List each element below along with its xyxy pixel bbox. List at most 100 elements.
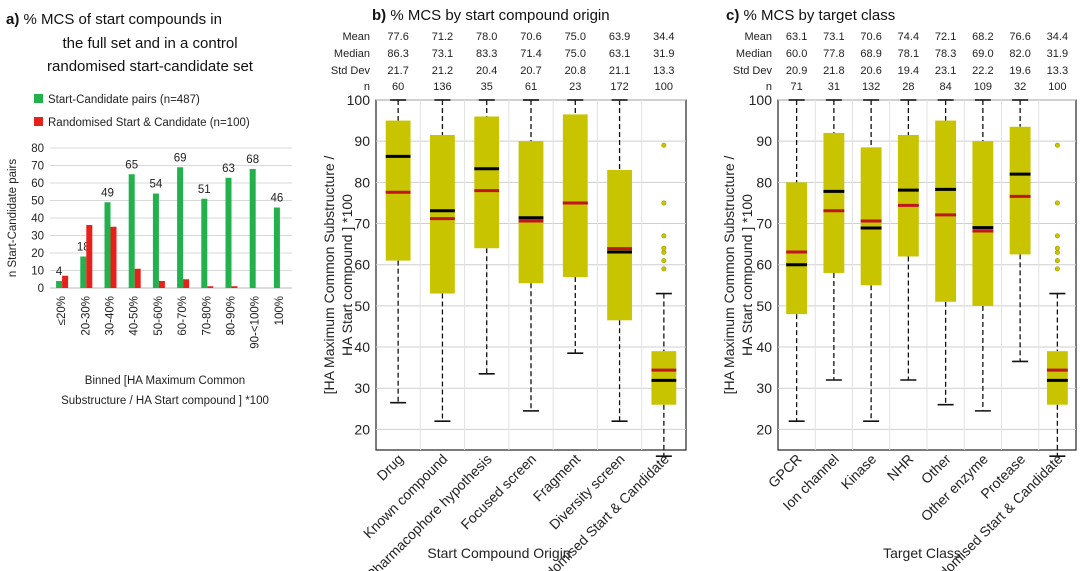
bar [134, 268, 141, 288]
outlier-point [1054, 249, 1060, 255]
box [786, 182, 808, 315]
stats-row-label: n [766, 81, 772, 93]
stats-value: 19.4 [898, 65, 919, 77]
stats-value: 82.0 [1009, 48, 1030, 60]
chart-title: b) % MCS by start compound origin [372, 7, 610, 24]
stats-value: 84 [940, 81, 952, 93]
box-chart-target-svg: c) % MCS by target class Mean 63.1 73.1 70.6… [721, 7, 1077, 571]
stats-value: 76.6 [1009, 31, 1030, 43]
data-label: 63 [222, 163, 235, 175]
x-tick-label: 40-50% [129, 296, 141, 336]
bar-chart-svg: a) % MCS of start compounds in the full s… [6, 11, 292, 407]
stats-value: 71.4 [520, 48, 541, 60]
y-tick-label: 100 [347, 92, 371, 108]
stats-value: 20.8 [565, 65, 586, 77]
data-label: 49 [101, 187, 114, 199]
stats-row-label: Std Dev [733, 65, 773, 77]
y-tick-label: 50 [31, 196, 44, 208]
stats-value: 31 [828, 81, 840, 93]
y-tick-label: 40 [354, 339, 370, 355]
bar [249, 169, 256, 288]
x-tick-label: 90-<100% [250, 296, 262, 349]
stats-value: 63.9 [609, 31, 630, 43]
stats-value: 22.2 [972, 65, 993, 77]
stats-value: 78.3 [935, 48, 956, 60]
data-label: 68 [246, 154, 259, 166]
chart-title-line: % MCS of start compounds in [24, 11, 222, 28]
panel-letter: c) [726, 7, 744, 24]
box [935, 120, 957, 302]
x-tick-label: Kinase [838, 451, 880, 493]
x-tick-label: 60-70% [177, 296, 189, 336]
stats-value: 63.1 [609, 48, 630, 60]
stats-value: 34.4 [653, 31, 674, 43]
y-tick-label: 80 [354, 174, 370, 190]
y-tick-label: 40 [31, 213, 44, 225]
stats-value: 74.4 [898, 31, 919, 43]
y-tick-label: 60 [31, 178, 44, 190]
stats-value: 75.0 [565, 31, 586, 43]
bar [152, 193, 159, 288]
stats-value: 68.2 [972, 31, 993, 43]
y-axis-label: [HA Maximum Common Substructure / [721, 155, 737, 394]
outlier-point [1054, 258, 1060, 264]
chart-title-text: % MCS by target class [744, 7, 896, 24]
box [972, 141, 994, 306]
stats-value: 13.3 [653, 65, 674, 77]
stats-row-label: Mean [744, 31, 772, 43]
x-tick-label: ≤20% [56, 296, 68, 325]
chart-title: a) % MCS of start compounds in [6, 11, 222, 28]
data-label: 46 [271, 193, 284, 205]
stats-value: 21.8 [823, 65, 844, 77]
stats-value: 71 [791, 81, 803, 93]
stats-value: 77.6 [387, 31, 408, 43]
outlier-point [661, 245, 667, 251]
y-tick-label: 100 [749, 92, 773, 108]
bar [231, 286, 238, 288]
chart-title-text: % MCS by start compound origin [390, 7, 609, 24]
panel-b-box-chart: b) % MCS by start compound origin Mean 77.… [300, 0, 690, 571]
y-tick-label: 80 [31, 143, 44, 155]
stats-value: 77.8 [823, 48, 844, 60]
stats-row-label: Median [334, 48, 370, 60]
y-tick-label: 50 [756, 298, 772, 314]
data-label: 65 [125, 159, 138, 171]
box [518, 141, 544, 284]
stats-value: 61 [525, 81, 537, 93]
y-tick-label: 50 [354, 298, 370, 314]
bar [56, 281, 63, 288]
box [823, 132, 845, 273]
stats-value: 20.6 [860, 65, 881, 77]
y-tick-label: 20 [31, 248, 44, 260]
box [1009, 126, 1031, 255]
stats-value: 19.6 [1009, 65, 1030, 77]
panel-letter: a) [6, 11, 24, 28]
stats-value: 28 [902, 81, 914, 93]
panel-c-box-chart: c) % MCS by target class Mean 63.1 73.1 70.6… [690, 0, 1080, 571]
stats-value: 70.6 [520, 31, 541, 43]
panel-letter: b) [372, 7, 390, 24]
stats-value: 31.9 [1047, 48, 1068, 60]
x-tick-label: 30-40% [105, 296, 117, 336]
stats-value: 75.0 [565, 48, 586, 60]
stats-value: 86.3 [387, 48, 408, 60]
bar [86, 225, 93, 288]
bar [110, 226, 117, 288]
outlier-point [1054, 200, 1060, 206]
panel-a-bar-chart: a) % MCS of start compounds in the full s… [0, 0, 300, 571]
y-tick-label: 30 [354, 380, 370, 396]
stats-value: 78.1 [898, 48, 919, 60]
outlier-point [1054, 233, 1060, 239]
x-tick-label: 80-90% [226, 296, 238, 336]
box [651, 351, 677, 405]
bar [80, 256, 87, 288]
stats-value: 172 [610, 81, 628, 93]
stats-value: 60.0 [786, 48, 807, 60]
x-tick-label: Drug [373, 451, 406, 484]
stats-row-label: Std Dev [331, 65, 371, 77]
x-tick-label: 50-60% [153, 296, 165, 336]
stats-value: 34.4 [1047, 31, 1068, 43]
y-tick-label: 30 [31, 231, 44, 243]
bar [183, 279, 190, 288]
x-tick-label: Focused screen [457, 451, 539, 533]
